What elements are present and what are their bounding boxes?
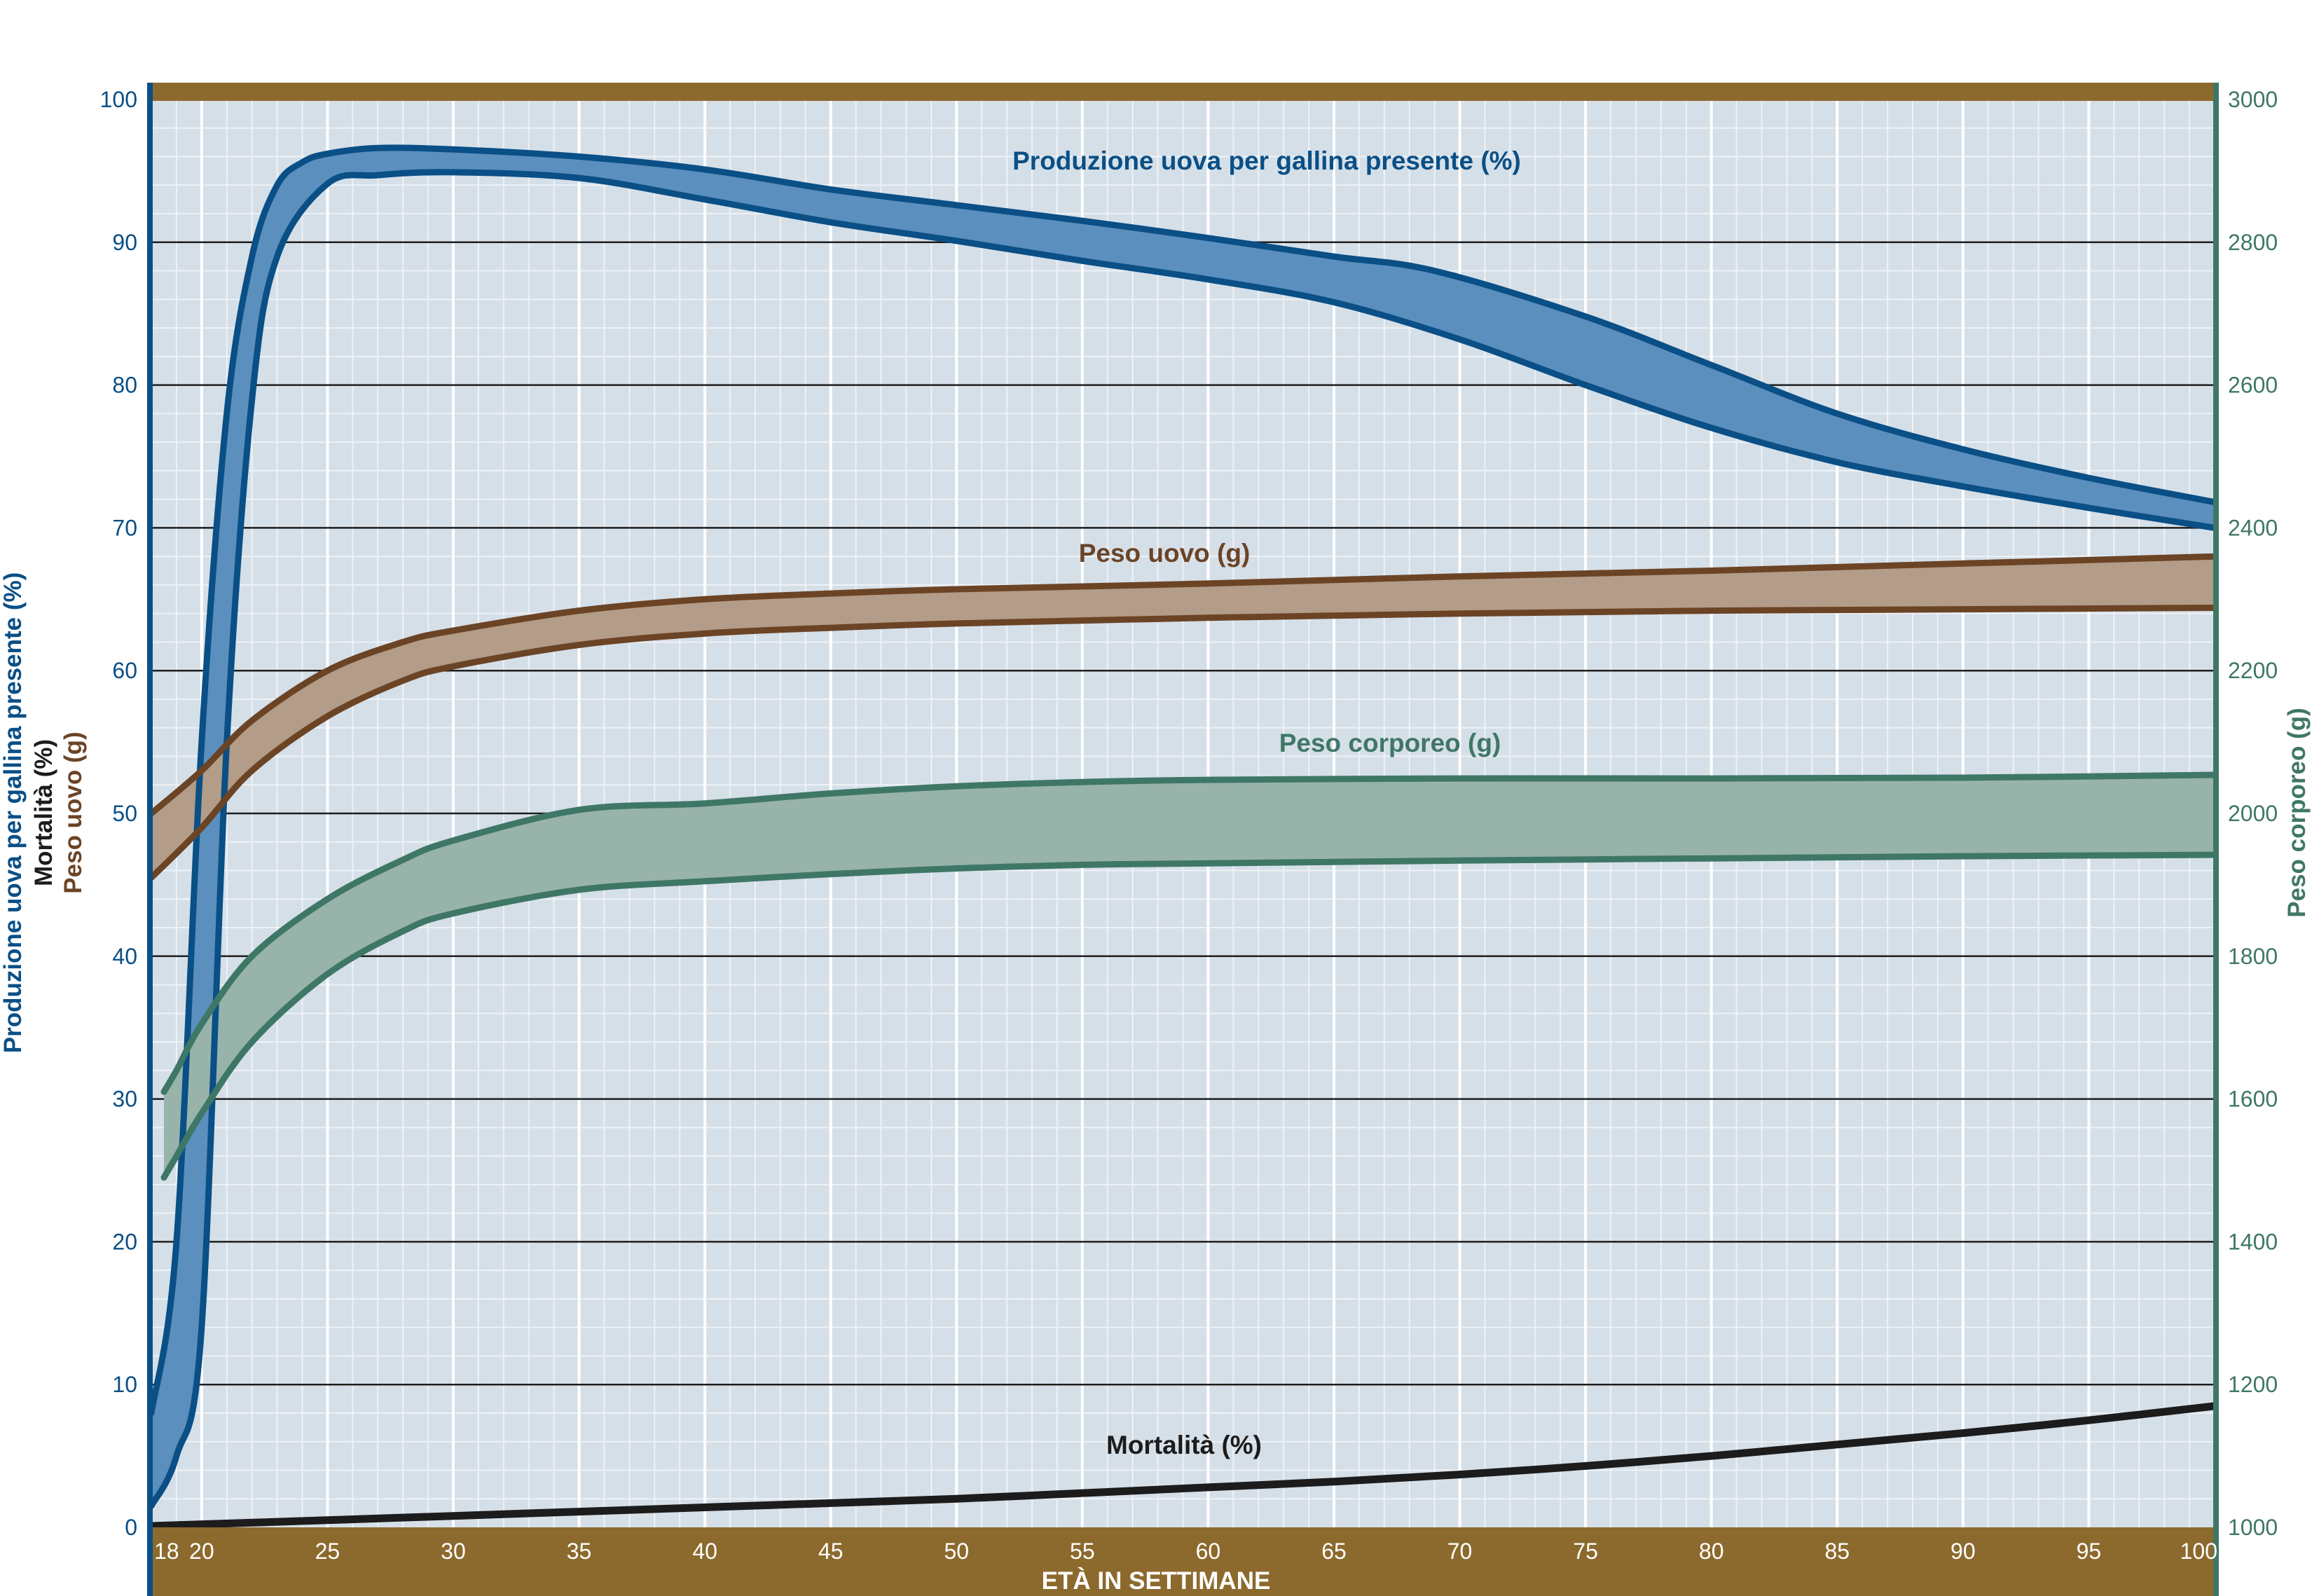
x-axis-ticks: 18 20 25 30 35 40 45 50 55 60 65 70 75 80 85 90 95 100: [154, 1539, 2217, 1564]
series-label-body-weight: Peso corporeo (g): [1279, 729, 1501, 757]
x-tick-label: 90: [1950, 1539, 1976, 1564]
series-band-upper-line-2: [160, 771, 2215, 1095]
left-tick-label: 80: [112, 373, 137, 398]
left-tick-label: 40: [112, 944, 137, 969]
y-axis-title-production: Produzione uova per gallina presente (%): [0, 572, 27, 1054]
x-tick-label: 100: [2180, 1539, 2217, 1564]
x-tick-label: 45: [818, 1539, 844, 1564]
left-tick-label: 10: [112, 1372, 137, 1397]
left-tick-label: 20: [112, 1229, 137, 1254]
x-tick-label: 95: [2077, 1539, 2102, 1564]
series-line-3: [151, 1402, 2215, 1527]
left-axis-line: [147, 83, 153, 1596]
left-tick-label: 70: [112, 515, 137, 540]
right-tick-label: 1200: [2228, 1372, 2278, 1397]
bottom-frame-bar: [149, 1527, 2217, 1596]
left-axis-ticks: 0 10 20 30 40 50 60 70 80 90 100: [100, 87, 137, 1540]
y-axis-title-mortality: Mortalità (%): [30, 739, 57, 886]
y-axis-title-body-weight: Peso corporeo (g): [2283, 708, 2311, 917]
right-tick-label: 2200: [2228, 658, 2278, 683]
right-tick-label: 2400: [2228, 515, 2278, 540]
right-tick-label: 1600: [2228, 1087, 2278, 1112]
y-axis-title-egg-weight: Peso uovo (g): [60, 731, 87, 893]
x-tick-label: 75: [1573, 1539, 1598, 1564]
right-tick-label: 1000: [2228, 1515, 2278, 1540]
top-frame-bar: [149, 83, 2217, 101]
x-tick-label: 25: [315, 1539, 340, 1564]
series-band-lower-line-1: [151, 605, 2215, 881]
x-tick-label: 60: [1196, 1539, 1221, 1564]
x-tick-label: 65: [1321, 1539, 1347, 1564]
x-tick-label: 70: [1447, 1539, 1473, 1564]
series-label-production: Produzione uova per gallina presente (%): [1012, 146, 1521, 175]
x-tick-label: 30: [441, 1539, 466, 1564]
right-tick-label: 1400: [2228, 1229, 2278, 1254]
series-band-area-1: [151, 556, 2215, 878]
left-tick-label: 60: [112, 658, 137, 683]
right-tick-label: 3000: [2228, 87, 2278, 112]
x-tick-label: 85: [1824, 1539, 1850, 1564]
series-label-egg-weight: Peso uovo (g): [1079, 539, 1251, 567]
x-tick-label: 55: [1070, 1539, 1095, 1564]
right-axis-ticks: 1000 1200 1400 1600 1800 2000 2200 2400 2600 2800…: [2228, 87, 2278, 1540]
left-tick-label: 30: [112, 1087, 137, 1112]
x-tick-label: 35: [567, 1539, 592, 1564]
series-bands: [151, 147, 2215, 1506]
x-tick-label: 40: [692, 1539, 717, 1564]
series-band-area-2: [164, 775, 2215, 1178]
right-tick-label: 1800: [2228, 944, 2278, 969]
series-lines: [151, 144, 2215, 1527]
series-band-upper-line-0: [151, 144, 2215, 1417]
right-tick-label: 2600: [2228, 373, 2278, 398]
left-tick-label: 90: [112, 230, 137, 255]
x-tick-label: 20: [189, 1539, 214, 1564]
x-tick-label: 80: [1699, 1539, 1724, 1564]
right-axis-line: [2213, 83, 2219, 1596]
series-band-upper-line-1: [151, 553, 2215, 817]
left-tick-label: 100: [100, 87, 137, 112]
right-tick-label: 2800: [2228, 230, 2278, 255]
series-band-lower-line-2: [160, 851, 2215, 1181]
x-tick-label: 18: [154, 1539, 179, 1564]
left-tick-label: 50: [112, 801, 137, 826]
x-tick-label: 50: [944, 1539, 969, 1564]
left-tick-label: 0: [125, 1515, 137, 1540]
x-axis-title: ETÀ IN SETTIMANE: [1042, 1567, 1271, 1595]
right-tick-label: 2000: [2228, 801, 2278, 826]
series-label-mortality: Mortalità (%): [1106, 1431, 1262, 1459]
